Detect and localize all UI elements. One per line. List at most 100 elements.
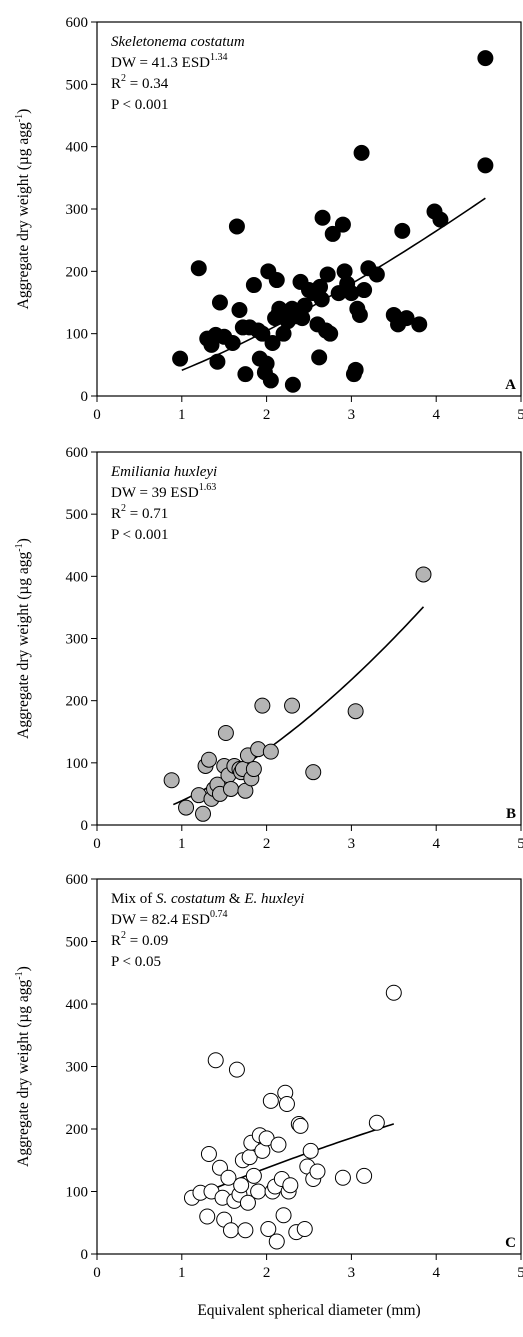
data-point: [368, 1114, 385, 1131]
data-point: [309, 1163, 326, 1180]
species-part: &: [225, 891, 244, 907]
x-tick-label: 1: [178, 1265, 186, 1281]
y-axis-title-text: Aggregate dry weight (µg agg: [15, 122, 32, 309]
data-point: [296, 1221, 313, 1237]
x-tick-label: 4: [432, 407, 440, 423]
data-point: [347, 361, 364, 378]
r-squared-symbol: R: [111, 506, 121, 522]
data-point: [477, 50, 494, 67]
equation-label: DW = 41.3 ESD1.34: [111, 52, 228, 71]
data-point: [351, 306, 368, 323]
data-point: [411, 316, 428, 333]
data-point: [305, 764, 322, 781]
y-tick-label: 600: [66, 445, 89, 461]
x-tick-label: 1: [178, 407, 186, 423]
equation-exponent: 0.74: [210, 909, 228, 920]
data-point: [209, 353, 226, 370]
y-axis-title-close: ): [15, 538, 32, 543]
y-tick-label: 0: [81, 818, 89, 834]
y-axis-title-text: Aggregate dry weight (µg agg: [15, 551, 32, 738]
data-point: [368, 266, 385, 283]
data-point: [220, 1169, 237, 1186]
y-axis-title-text: Aggregate dry weight (µg agg: [15, 979, 32, 1166]
equation-label: DW = 82.4 ESD0.74: [111, 909, 228, 928]
y-tick-label: 500: [66, 935, 89, 951]
data-point: [163, 772, 180, 789]
x-tick-label: 2: [263, 407, 271, 423]
equation-text: DW = 41.3 ESD: [111, 55, 210, 71]
data-point: [302, 1142, 319, 1159]
x-tick-label: 0: [93, 1265, 101, 1281]
data-point: [353, 144, 370, 161]
data-point: [195, 805, 211, 822]
data-point: [477, 157, 494, 174]
equation-exponent: 1.63: [199, 482, 217, 493]
r-squared-label: R2 = 0.71: [111, 503, 168, 522]
x-tick-label: 0: [93, 407, 101, 423]
data-point: [319, 266, 336, 283]
x-tick-label: 5: [517, 836, 523, 852]
data-point: [385, 984, 402, 1001]
data-point: [237, 1222, 254, 1239]
data-point: [245, 761, 262, 778]
species-label: Emiliania huxleyi: [110, 464, 217, 480]
data-point: [211, 294, 228, 311]
y-axis-title: Aggregate dry weight (µg agg-1): [14, 966, 32, 1167]
data-point: [190, 260, 207, 277]
y-tick-label: 500: [66, 507, 89, 523]
y-tick-label: 400: [66, 569, 89, 585]
p-value-label: P < 0.05: [111, 954, 161, 970]
data-point: [334, 216, 351, 233]
y-tick-label: 0: [81, 389, 89, 405]
y-tick-label: 600: [66, 872, 89, 888]
data-point: [334, 1169, 351, 1186]
data-point: [250, 1183, 267, 1200]
data-point: [237, 366, 254, 383]
y-tick-label: 400: [66, 140, 89, 156]
data-point: [314, 209, 331, 226]
data-point: [262, 372, 279, 389]
data-point: [239, 1194, 256, 1211]
data-point: [228, 218, 245, 235]
data-point: [228, 1061, 245, 1078]
data-point: [356, 282, 373, 299]
y-axis-title: Aggregate dry weight (µg agg-1): [14, 538, 32, 739]
x-tick-label: 3: [348, 836, 356, 852]
panel-letter: A: [505, 377, 516, 393]
species-label: Mix of S. costatum & E. huxleyi: [111, 891, 304, 907]
x-tick-label: 3: [348, 407, 356, 423]
r-squared-sup: 2: [121, 73, 126, 84]
species-part: Mix of: [111, 891, 156, 907]
x-tick-label: 4: [432, 836, 440, 852]
data-point: [199, 1208, 216, 1225]
data-point: [258, 355, 275, 372]
species-name: Skeletonema costatum: [111, 34, 245, 50]
data-point: [200, 1146, 217, 1162]
r-squared-value: = 0.09: [126, 933, 168, 949]
data-point: [222, 780, 239, 797]
data-point: [415, 566, 432, 583]
data-point: [394, 222, 411, 239]
y-tick-label: 0: [81, 1247, 89, 1263]
data-point: [231, 301, 248, 318]
x-tick-label: 2: [263, 1265, 271, 1281]
data-point: [172, 350, 189, 367]
data-point: [268, 272, 285, 289]
p-value-label: P < 0.001: [111, 97, 169, 113]
r-squared-label: R2 = 0.09: [111, 930, 168, 949]
equation-text: DW = 82.4 ESD: [111, 912, 210, 928]
species-label: Skeletonema costatum: [111, 34, 245, 50]
data-point: [245, 277, 262, 294]
data-point: [222, 1222, 239, 1239]
r-squared-symbol: R: [111, 933, 121, 949]
data-point: [268, 1233, 285, 1250]
data-point: [207, 1052, 224, 1069]
x-tick-label: 3: [348, 1265, 356, 1281]
data-point: [322, 325, 339, 342]
panel-letter: B: [506, 806, 516, 822]
y-axis-title-sup: -1: [14, 971, 25, 979]
y-tick-label: 200: [66, 264, 89, 280]
y-tick-label: 400: [66, 997, 89, 1013]
r-squared-label: R2 = 0.34: [111, 73, 169, 92]
